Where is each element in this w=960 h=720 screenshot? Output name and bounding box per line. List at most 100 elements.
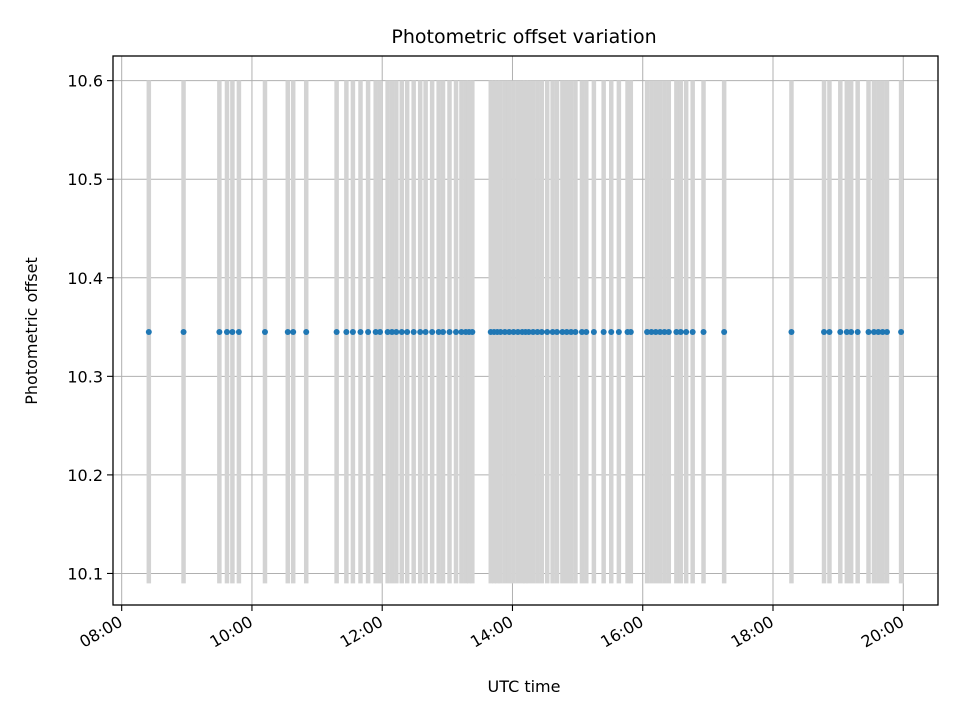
y-tick-label: 10.6: [67, 72, 103, 91]
data-point: [333, 328, 340, 335]
data-point: [848, 328, 855, 335]
data-point: [349, 328, 356, 335]
data-point: [578, 328, 585, 335]
data-point: [422, 328, 429, 335]
data-point: [549, 328, 556, 335]
data-point: [600, 328, 607, 335]
data-point: [568, 328, 575, 335]
data-points: [145, 328, 905, 335]
data-point: [572, 328, 579, 335]
data-point: [365, 328, 372, 335]
data-point: [469, 328, 476, 335]
data-point: [563, 328, 570, 335]
data-point: [657, 328, 664, 335]
data-point: [652, 328, 659, 335]
data-point: [590, 328, 597, 335]
data-point: [398, 328, 405, 335]
data-point: [435, 328, 442, 335]
data-point: [648, 328, 655, 335]
data-point: [284, 328, 291, 335]
x-tick-label: 12:00: [337, 612, 386, 652]
data-point: [534, 328, 541, 335]
y-tick-label: 10.2: [67, 466, 103, 485]
data-point: [446, 328, 453, 335]
data-point: [627, 328, 634, 335]
data-point: [883, 328, 890, 335]
data-point: [145, 328, 152, 335]
data-point: [821, 328, 828, 335]
data-point: [879, 328, 886, 335]
data-point: [404, 328, 411, 335]
x-tick-label: 14:00: [467, 612, 516, 652]
data-point: [514, 328, 521, 335]
data-point: [377, 328, 384, 335]
data-point: [677, 328, 684, 335]
y-tick-label: 10.3: [67, 367, 103, 386]
data-point: [357, 328, 364, 335]
x-tick-label: 10:00: [207, 612, 256, 652]
data-point: [501, 328, 508, 335]
data-point: [458, 328, 465, 335]
data-point: [898, 328, 905, 335]
y-axis-ticks: 10.1 10.2 10.3 10.4 10.5 10.6: [67, 72, 113, 583]
data-point: [683, 328, 690, 335]
data-point: [410, 328, 417, 335]
data-point: [865, 328, 872, 335]
data-point: [875, 328, 882, 335]
data-point: [384, 328, 391, 335]
data-point: [665, 328, 672, 335]
data-point: [303, 328, 310, 335]
data-point: [788, 328, 795, 335]
y-tick-label: 10.1: [67, 564, 103, 583]
x-tick-label: 18:00: [728, 612, 777, 652]
data-point: [826, 328, 833, 335]
data-point: [506, 328, 513, 335]
data-point: [700, 328, 707, 335]
data-point: [393, 328, 400, 335]
plot-frame: [112, 55, 939, 606]
data-point: [180, 328, 187, 335]
data-point: [689, 328, 696, 335]
data-point: [417, 328, 424, 335]
data-point: [497, 328, 504, 335]
data-point: [644, 328, 651, 335]
y-tick-label: 10.4: [67, 269, 103, 288]
data-point: [559, 328, 566, 335]
data-point: [544, 328, 551, 335]
x-axis-ticks: 08:00 10:00 12:00 14:00 16:00 18:00 20:00: [76, 605, 907, 652]
data-point: [837, 328, 844, 335]
data-point: [388, 328, 395, 335]
x-tick-label: 20:00: [858, 612, 907, 652]
data-point: [843, 328, 850, 335]
data-point: [429, 328, 436, 335]
data-point: [661, 328, 668, 335]
data-point: [290, 328, 297, 335]
data-point: [608, 328, 615, 335]
data-point: [453, 328, 460, 335]
data-point: [530, 328, 537, 335]
data-point: [261, 328, 268, 335]
data-point: [870, 328, 877, 335]
data-point: [538, 328, 545, 335]
x-axis-label: UTC time: [488, 677, 561, 696]
data-point: [372, 328, 379, 335]
data-point: [615, 328, 622, 335]
data-point: [235, 328, 242, 335]
chart-title: Photometric offset variation: [391, 26, 656, 48]
data-point: [229, 328, 236, 335]
data-point: [525, 328, 532, 335]
data-point: [583, 328, 590, 335]
x-tick-label: 08:00: [76, 612, 125, 652]
data-point: [553, 328, 560, 335]
data-point: [854, 328, 861, 335]
data-point: [343, 328, 350, 335]
data-point: [223, 328, 230, 335]
y-axis-label: Photometric offset: [22, 257, 41, 405]
data-point: [216, 328, 223, 335]
data-point: [721, 328, 728, 335]
data-point: [673, 328, 680, 335]
y-tick-label: 10.5: [67, 170, 103, 189]
x-tick-label: 16:00: [597, 612, 646, 652]
data-point: [440, 328, 446, 335]
